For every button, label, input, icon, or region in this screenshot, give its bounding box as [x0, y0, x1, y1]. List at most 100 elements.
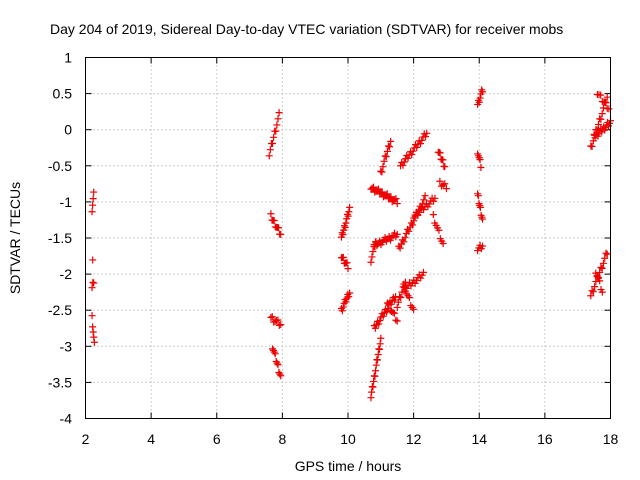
data-point: [436, 149, 444, 157]
data-point: [602, 98, 610, 106]
data-point: [266, 146, 274, 154]
grid-lines: [85, 57, 611, 419]
data-point: [475, 98, 483, 106]
data-point: [383, 147, 391, 155]
data-point: [385, 300, 393, 308]
data-point: [89, 195, 97, 203]
data-point: [399, 161, 407, 169]
data-point: [343, 259, 351, 267]
y-tick-label: -3.5: [48, 374, 72, 390]
data-point: [383, 190, 391, 198]
data-point: [381, 152, 389, 160]
data-point: [338, 307, 346, 315]
x-tick-label: 14: [471, 431, 487, 447]
data-point: [479, 215, 487, 223]
y-tick-label: -2.5: [48, 302, 72, 318]
data-point: [367, 394, 375, 402]
y-tick-label: 1: [64, 50, 72, 66]
y-tick-labels: -4 -3.5 -3 -2.5 -2 -1.5 -1 -0.5 0 0.5 1: [48, 50, 72, 427]
data-point: [275, 321, 283, 329]
data-point: [375, 320, 383, 328]
data-point: [274, 115, 282, 123]
data-point: [89, 201, 97, 209]
data-point: [405, 227, 413, 235]
data-point: [277, 230, 285, 238]
data-point: [269, 139, 277, 147]
data-point: [417, 140, 424, 148]
data-point: [588, 287, 596, 295]
data-point: [277, 372, 285, 380]
data-point: [378, 168, 386, 176]
data-point: [393, 303, 401, 311]
data-point: [379, 312, 387, 320]
data-point: [476, 94, 484, 102]
data-point: [273, 317, 281, 325]
data-point: [405, 294, 413, 302]
data-point: [589, 137, 597, 145]
y-tick-label: -0.5: [48, 158, 72, 174]
data-point: [341, 223, 349, 231]
data-point: [90, 338, 98, 346]
data-point: [400, 158, 408, 166]
data-point: [345, 208, 353, 216]
data-point: [272, 127, 280, 135]
data-point: [393, 230, 401, 238]
data-point: [390, 309, 398, 317]
y-tick-label: 0: [64, 122, 72, 138]
data-point: [401, 234, 409, 242]
data-point: [377, 167, 385, 175]
chart-title: Day 204 of 2019, Sidereal Day-to-day VTE…: [50, 21, 563, 37]
data-point: [420, 206, 428, 214]
data-point: [587, 292, 595, 300]
data-point: [603, 250, 611, 258]
data-point: [420, 196, 428, 204]
data-point: [422, 133, 429, 141]
data-point: [421, 192, 429, 200]
data-point: [387, 137, 395, 145]
data-point: [274, 361, 282, 369]
data-point: [387, 193, 395, 201]
data-point: [346, 289, 354, 297]
data-point: [414, 211, 422, 219]
data-point: [598, 110, 606, 118]
data-point: [415, 208, 423, 216]
data-point: [339, 253, 347, 261]
x-tick-label: 12: [406, 431, 422, 447]
data-point: [596, 277, 604, 285]
data-point: [265, 152, 273, 160]
data-point: [270, 133, 278, 141]
data-point: [589, 288, 597, 296]
data-point: [419, 268, 427, 276]
data-point: [605, 105, 613, 113]
data-point: [436, 177, 444, 185]
data-point: [378, 188, 386, 196]
data-point: [397, 293, 405, 301]
data-point: [588, 142, 596, 150]
data-point: [367, 258, 375, 266]
data-point: [393, 200, 401, 208]
data-point: [400, 238, 408, 246]
data-point: [277, 321, 285, 329]
data-point: [597, 115, 605, 123]
data-point: [345, 293, 353, 301]
data-point: [269, 347, 277, 355]
data-point: [377, 189, 385, 197]
data-point: [379, 163, 387, 171]
data-point: [270, 348, 278, 356]
data-point: [396, 244, 404, 252]
y-tick-label: -1.5: [48, 230, 72, 246]
data-point: [409, 221, 417, 229]
data-point: [380, 157, 388, 165]
data-point: [429, 211, 437, 219]
data-point: [369, 383, 377, 391]
data-point: [409, 147, 417, 155]
data-point: [479, 242, 487, 250]
x-tick-label: 4: [147, 431, 155, 447]
data-point: [376, 340, 384, 348]
data-point: [346, 203, 354, 211]
data-point: [398, 288, 406, 296]
data-point: [384, 142, 392, 150]
y-tick-label: 0.5: [53, 86, 73, 102]
x-tick-labels: 2 4 6 8 10 12 14 16 18: [82, 431, 619, 447]
data-point: [374, 185, 382, 193]
